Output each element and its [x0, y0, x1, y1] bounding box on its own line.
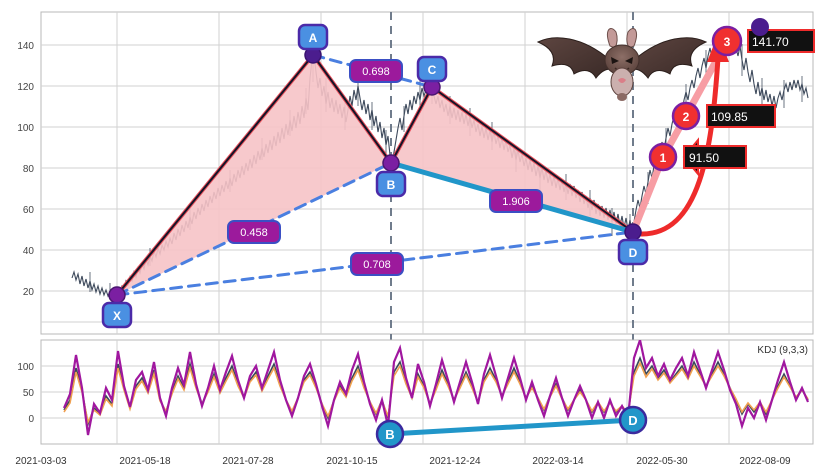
pivot-badge-c-label: C: [428, 63, 437, 77]
target-callout-3-number: 3: [724, 35, 731, 49]
bat-belly-mark: [618, 78, 626, 83]
ratio-badge-ac-label: 0.698: [362, 66, 390, 78]
xtick-3: 2021-10-15: [326, 456, 378, 467]
kdj-d-line: [63, 361, 809, 425]
xtick-2: 2021-07-28: [222, 456, 274, 467]
pivot-dot-x: [108, 286, 126, 304]
ytick-140: 140: [17, 41, 34, 52]
ytick-20: 20: [23, 287, 35, 298]
bat-eye-left: [611, 57, 619, 64]
kdj-ytick-50: 50: [23, 388, 35, 399]
xtick-7: 2022-08-09: [739, 456, 791, 467]
bat-feet: [617, 93, 627, 101]
kdj-indicator-label: KDJ (9,3,3): [757, 345, 808, 356]
pivot-badge-a[interactable]: A: [297, 23, 329, 51]
target-arc: [640, 57, 721, 237]
pivot-badge-x[interactable]: X: [101, 301, 133, 329]
xaxis-labels: 2021-03-03 2021-05-18 2021-07-28 2021-10…: [15, 456, 791, 467]
ratio-badge-xd[interactable]: 0.708: [350, 252, 404, 276]
target-callout-1[interactable]: 91.50 1: [648, 137, 747, 177]
ratio-badge-bd[interactable]: 1.906: [489, 189, 543, 213]
xtick-0: 2021-03-03: [15, 456, 67, 467]
pattern-shapes: [117, 55, 633, 295]
xtick-5: 2022-03-14: [532, 456, 584, 467]
bat-eye-right: [625, 57, 633, 64]
price-yaxis: 140 120 100 80 60 40 20: [17, 41, 34, 298]
pivot-badge-d-label: D: [629, 246, 638, 260]
pivot-badge-d[interactable]: D: [617, 238, 649, 266]
xtick-1: 2021-05-18: [119, 456, 171, 467]
kdj-series: [62, 340, 810, 436]
target-callout-3-price: 141.70: [752, 35, 789, 49]
pivot-badge-a-label: A: [309, 31, 318, 45]
kdj-marker-b-label: B: [385, 427, 394, 442]
kdj-marker-d-label: D: [628, 413, 637, 428]
target-callout-1-number: 1: [660, 151, 667, 165]
kdj-j-line: [62, 340, 810, 436]
bat-wing-left: [536, 37, 613, 79]
kdj-marker-d[interactable]: D: [618, 405, 648, 435]
bat-image: [536, 28, 708, 101]
target-callout-2-number: 2: [683, 110, 690, 124]
kdj-marker-b[interactable]: B: [375, 419, 405, 449]
ratio-badge-bd-label: 1.906: [502, 196, 530, 208]
ytick-60: 60: [23, 205, 35, 216]
target-callout-2-price: 109.85: [711, 110, 748, 124]
pivot-badge-x-label: X: [113, 309, 121, 323]
ratio-badge-xb[interactable]: 0.458: [227, 220, 281, 244]
bat-wing-right: [631, 37, 708, 79]
kdj-yaxis: 100 50 0: [17, 362, 34, 425]
ytick-80: 80: [23, 164, 35, 175]
ratio-badge-ac[interactable]: 0.698: [349, 59, 403, 83]
kdj-divergence-line: [387, 417, 636, 437]
target-callout-3[interactable]: 141.70 3: [711, 18, 815, 57]
target-callout-2[interactable]: 109.85 2: [671, 101, 776, 131]
bcd-triangle-fill: [391, 87, 633, 232]
pivot-badge-c[interactable]: C: [416, 55, 448, 83]
xtick-4: 2021-12-24: [429, 456, 481, 467]
target-callout-1-price: 91.50: [689, 151, 719, 165]
kdj-ytick-100: 100: [17, 362, 34, 373]
pivot-badge-b[interactable]: B: [375, 170, 407, 198]
ratio-badge-xb-label: 0.458: [240, 227, 268, 239]
kdj-divergence: B D: [375, 405, 648, 449]
ytick-40: 40: [23, 246, 35, 257]
pivot-badge-b-label: B: [387, 178, 396, 192]
target-ribbon: [629, 37, 731, 236]
xtick-6: 2022-05-30: [636, 456, 688, 467]
pivot-dot-b: [382, 154, 400, 172]
ytick-120: 120: [17, 82, 34, 93]
xab-triangle-fill: [117, 55, 391, 295]
pivot-dot-d: [624, 223, 642, 241]
ratio-badge-xd-label: 0.708: [363, 259, 391, 271]
kdj-ytick-0: 0: [28, 414, 34, 425]
ytick-100: 100: [17, 123, 34, 134]
